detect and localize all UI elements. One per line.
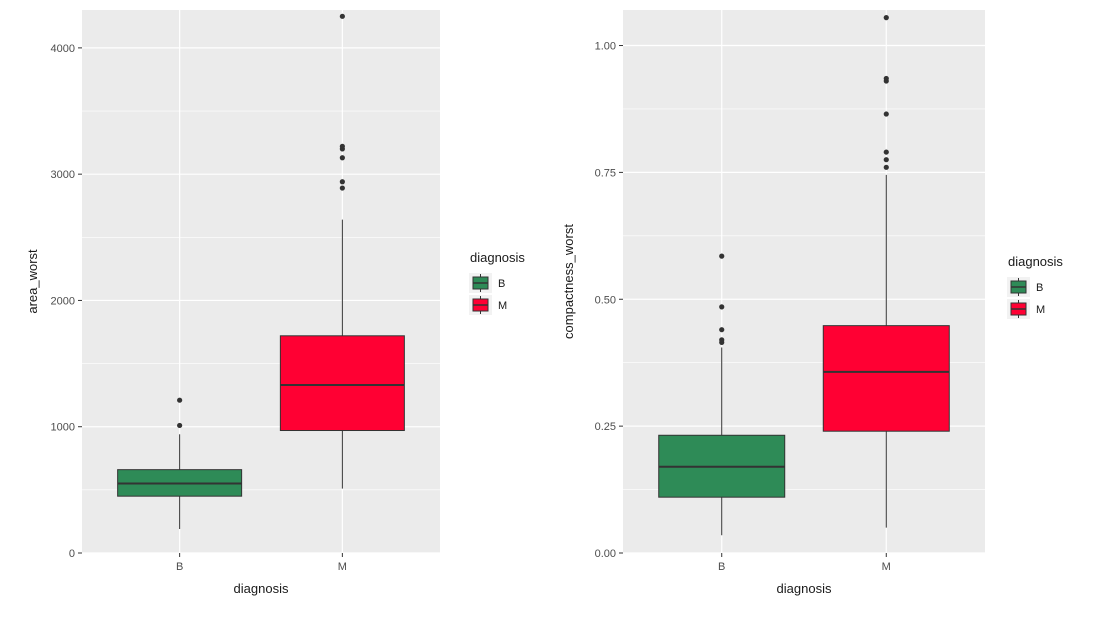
outlier-point [883,75,889,82]
legend: diagnosis BM [469,250,525,315]
y-tick-label: 4000 [51,43,75,55]
legend-label-m: M [1036,304,1045,316]
y-tick-label: 0.75 [595,167,616,179]
legend: diagnosis BM [1007,254,1063,319]
y-tick-label: 1000 [51,422,75,434]
y-tick-label: 0.50 [595,294,616,306]
legend-title: diagnosis [1008,254,1063,269]
outlier-point [719,327,725,333]
box-body [822,325,950,432]
outlier-point [883,164,889,170]
x-tick-label-m: M [338,561,347,573]
outlier-point [883,149,889,155]
y-tick-label: 2000 [51,295,75,307]
x-axis-title: diagnosis [777,581,832,596]
outlier-point [339,13,345,19]
y-tick-label: 0.25 [595,421,616,433]
y-axis-title: area_worst [25,249,40,314]
box-m [822,15,950,528]
legend-label-b: B [498,278,505,290]
box-m [279,13,405,489]
legend-key-b [469,273,492,293]
outlier-point [339,185,345,191]
outlier-point [719,304,725,310]
y-tick-label: 0.00 [595,548,616,560]
outlier-point [719,253,725,259]
y-tick-label: 0 [69,548,75,560]
legend-key-m [469,295,492,315]
compactness-worst-boxplot: 0.000.250.500.751.00B Mdiagnosiscompactne… [561,10,1063,596]
box-b [117,397,243,530]
box-b [658,253,786,536]
outlier-point [177,422,183,429]
outlier-point [883,111,889,117]
outlier-point [883,157,889,163]
x-axis-title: diagnosis [234,581,289,596]
outlier-point [883,15,889,21]
x-tick-label-b: B [176,561,183,573]
x-tick-label-m: M [882,561,891,573]
outlier-point [339,179,345,185]
plot-panel [82,10,440,553]
outlier-point [339,155,345,161]
legend-label-b: B [1036,282,1043,294]
outlier-point [177,397,183,403]
legend-label-m: M [498,300,507,312]
legend-key-b [1007,277,1030,297]
y-axis-title: compactness_worst [561,224,576,339]
outlier-point [719,337,725,343]
x-tick-label-b: B [718,561,725,573]
y-tick-label: 3000 [51,169,75,181]
outlier-point [339,143,345,149]
legend-key-m [1007,299,1030,319]
legend-title: diagnosis [470,250,525,265]
box-body [279,335,405,432]
y-tick-label: 1.00 [595,41,616,53]
